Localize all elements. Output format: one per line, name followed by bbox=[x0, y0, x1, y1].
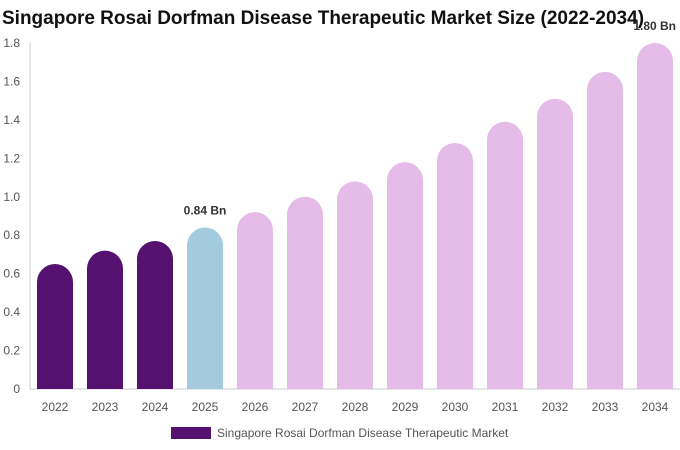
bar-2025 bbox=[187, 227, 223, 389]
bar-2032 bbox=[537, 98, 573, 389]
x-tick-label: 2028 bbox=[342, 400, 369, 414]
x-tick-label: 2033 bbox=[592, 400, 619, 414]
y-tick-label: 1.4 bbox=[3, 113, 20, 127]
x-tick-label: 2031 bbox=[492, 400, 519, 414]
y-tick-label: 0.6 bbox=[3, 267, 20, 281]
x-tick-label: 2030 bbox=[442, 400, 469, 414]
bar-2027 bbox=[287, 196, 323, 389]
y-tick-label: 1.8 bbox=[3, 36, 20, 50]
y-tick-label: 0.2 bbox=[3, 344, 20, 358]
bar-2030 bbox=[437, 142, 473, 389]
legend-swatch bbox=[171, 427, 211, 439]
bar-2022 bbox=[37, 264, 73, 389]
y-tick-label: 0.4 bbox=[3, 305, 20, 319]
data-label-2025: 0.84 Bn bbox=[184, 204, 227, 218]
y-tick-label: 0.8 bbox=[3, 228, 20, 242]
bar-2033 bbox=[587, 71, 623, 389]
x-tick-label: 2024 bbox=[142, 400, 169, 414]
y-tick-label: 1.2 bbox=[3, 151, 20, 165]
legend-label: Singapore Rosai Dorfman Disease Therapeu… bbox=[217, 426, 509, 440]
x-tick-label: 2023 bbox=[92, 400, 119, 414]
bar-2029 bbox=[387, 162, 423, 389]
x-tick-label: 2022 bbox=[42, 400, 69, 414]
chart-title: Singapore Rosai Dorfman Disease Therapeu… bbox=[2, 8, 645, 29]
x-tick-label: 2029 bbox=[392, 400, 419, 414]
bar-2034 bbox=[637, 43, 673, 389]
bar-2023 bbox=[87, 250, 123, 389]
y-tick-label: 1.6 bbox=[3, 74, 20, 88]
bar-2031 bbox=[487, 121, 523, 390]
bar-2024 bbox=[137, 240, 173, 389]
x-tick-label: 2025 bbox=[192, 400, 219, 414]
x-tick-label: 2026 bbox=[242, 400, 269, 414]
y-tick-label: 1.0 bbox=[3, 190, 20, 204]
x-tick-label: 2032 bbox=[542, 400, 569, 414]
data-label-2034: 1.80 Bn bbox=[633, 19, 676, 33]
legend[interactable]: Singapore Rosai Dorfman Disease Therapeu… bbox=[171, 425, 508, 441]
y-tick-label: 0 bbox=[13, 382, 20, 396]
x-tick-label: 2034 bbox=[642, 400, 669, 414]
bar-2028 bbox=[337, 181, 373, 389]
bar-2026 bbox=[237, 212, 273, 389]
x-tick-label: 2027 bbox=[292, 400, 319, 414]
